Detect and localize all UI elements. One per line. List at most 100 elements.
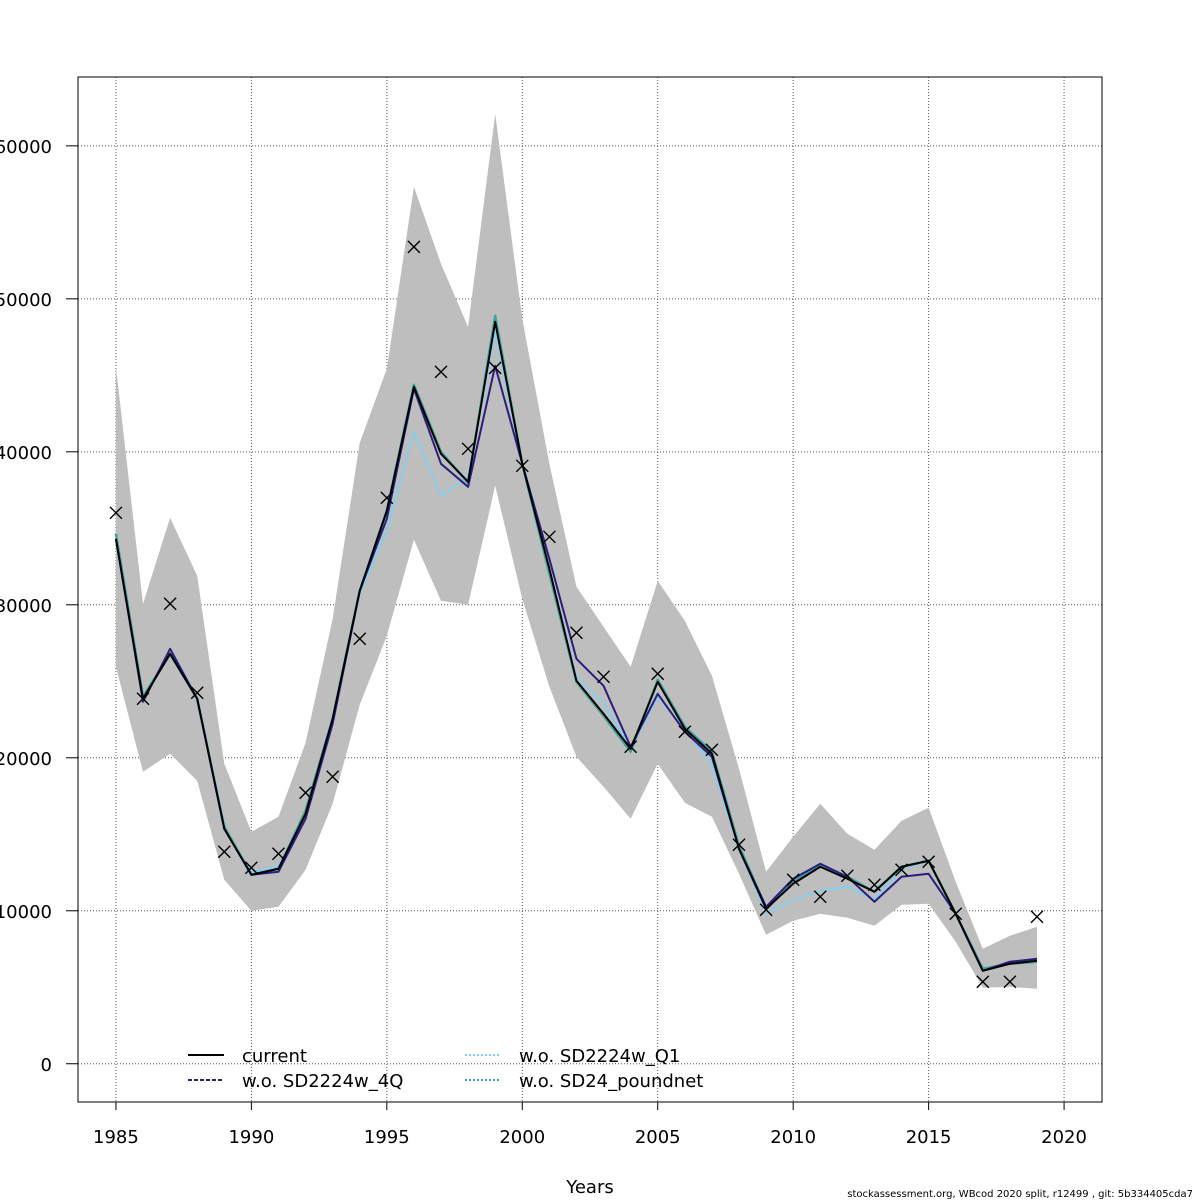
observation-marker-stroke: [922, 855, 936, 869]
observation-marker: [922, 855, 936, 869]
observations-layer: [109, 240, 1044, 989]
observation-marker: [163, 597, 177, 611]
x-axis-title: Years: [565, 1177, 614, 1198]
observation-marker: [569, 626, 583, 640]
legend-label: w.o. SD2224w_4Q: [242, 1071, 403, 1092]
observation-marker: [217, 845, 231, 859]
observation-marker-stroke: [163, 597, 177, 611]
observation-marker-stroke: [678, 725, 692, 739]
legend: current w.o. SD2224w_Q1 w.o. SD2224w_4Q w.o…: [188, 1046, 703, 1092]
observation-marker: [949, 907, 963, 921]
x-tick-label: 1985: [93, 1127, 139, 1148]
observation-marker-stroke: [1003, 975, 1017, 989]
observation-marker: [109, 506, 123, 520]
observation-marker: [515, 459, 529, 473]
observation-marker-stroke: [840, 869, 854, 883]
confidence-band: [115, 113, 1037, 989]
observation-marker: [353, 632, 367, 646]
observation-marker-stroke: [976, 975, 990, 989]
x-tick-label: 2000: [499, 1127, 545, 1148]
legend-label: current: [242, 1046, 307, 1067]
observation-marker-stroke: [515, 459, 529, 473]
observation-marker-stroke: [597, 670, 611, 684]
observation-marker-stroke: [786, 873, 800, 887]
x-tick-label: 2015: [906, 1127, 952, 1148]
observation-marker-stroke: [949, 907, 963, 921]
observation-marker-stroke: [732, 838, 746, 852]
y-tick-label: 50000: [0, 290, 52, 311]
observation-marker: [597, 670, 611, 684]
observation-marker: [407, 240, 421, 254]
observation-marker: [461, 442, 475, 456]
observation-marker: [271, 847, 285, 861]
x-tick-label: 1995: [364, 1127, 410, 1148]
y-tick-label: 40000: [0, 443, 52, 464]
observation-marker: [380, 491, 394, 505]
observation-marker-stroke: [867, 878, 881, 892]
observation-marker-stroke: [895, 863, 909, 877]
observation-marker-stroke: [488, 361, 502, 375]
observation-marker: [299, 786, 313, 800]
observation-marker-stroke: [380, 491, 394, 505]
observation-marker-stroke: [326, 770, 340, 784]
observation-marker: [326, 770, 340, 784]
series-layer: [114, 314, 1038, 972]
x-axis: 1985 1990 1995 2000 2005 2010 2015 2020: [93, 1101, 1087, 1148]
observation-marker: [190, 686, 204, 700]
y-tick-label: 0: [41, 1055, 52, 1076]
observation-marker-stroke: [434, 365, 448, 379]
legend-item: current: [188, 1046, 307, 1067]
observation-marker: [976, 975, 990, 989]
observation-marker: [1030, 910, 1044, 924]
observation-marker: [895, 863, 909, 877]
observation-marker: [840, 869, 854, 883]
y-tick-label: 20000: [0, 749, 52, 770]
x-tick-label: 2020: [1041, 1127, 1087, 1148]
observation-marker-stroke: [813, 890, 827, 904]
x-tick-label: 2005: [635, 1127, 681, 1148]
observation-marker-stroke: [407, 240, 421, 254]
y-tick-label: 30000: [0, 596, 52, 617]
observation-marker: [867, 878, 881, 892]
observation-marker-stroke: [190, 686, 204, 700]
observation-marker-stroke: [136, 692, 150, 706]
legend-label: w.o. SD2224w_Q1: [519, 1046, 680, 1067]
observation-marker-stroke: [651, 667, 665, 681]
grid: [78, 77, 1102, 1102]
observation-marker-stroke: [271, 847, 285, 861]
observation-marker: [1003, 975, 1017, 989]
observation-marker: [244, 861, 258, 875]
observation-marker: [705, 743, 719, 757]
y-tick-label: 10000: [0, 902, 52, 923]
plot-frame: [77, 76, 1103, 1103]
observation-marker-stroke: [542, 530, 556, 544]
observation-marker: [759, 903, 773, 917]
series-line-current: [114, 320, 1038, 972]
observation-marker: [488, 361, 502, 375]
observation-marker: [542, 530, 556, 544]
footer-text: stockassessment.org, WBcod 2020 split, r…: [847, 1189, 1193, 1200]
y-tick-label: 60000: [0, 137, 52, 158]
observation-marker-stroke: [759, 903, 773, 917]
observation-marker-stroke: [217, 845, 231, 859]
observation-marker: [678, 725, 692, 739]
observation-marker: [651, 667, 665, 681]
x-tick-label: 1990: [228, 1127, 274, 1148]
observation-marker: [786, 873, 800, 887]
legend-item: w.o. SD2224w_4Q: [188, 1071, 403, 1092]
legend-label: w.o. SD24_poundnet: [519, 1071, 703, 1092]
observation-marker-stroke: [705, 743, 719, 757]
observation-marker: [434, 365, 448, 379]
confidence-band-layer: [115, 113, 1037, 989]
legend-item: w.o. SD2224w_Q1: [465, 1046, 680, 1067]
series-line-w-o-sd2224w-4q: [114, 364, 1038, 972]
legend-item: w.o. SD24_poundnet: [465, 1071, 703, 1092]
observation-marker-stroke: [1030, 910, 1044, 924]
x-tick-label: 2010: [770, 1127, 816, 1148]
observation-marker: [624, 740, 638, 754]
observation-marker-stroke: [244, 861, 258, 875]
y-axis: 0 10000 20000 30000 40000 50000 60000: [0, 137, 79, 1076]
observation-marker-stroke: [624, 740, 638, 754]
observation-marker-stroke: [353, 632, 367, 646]
